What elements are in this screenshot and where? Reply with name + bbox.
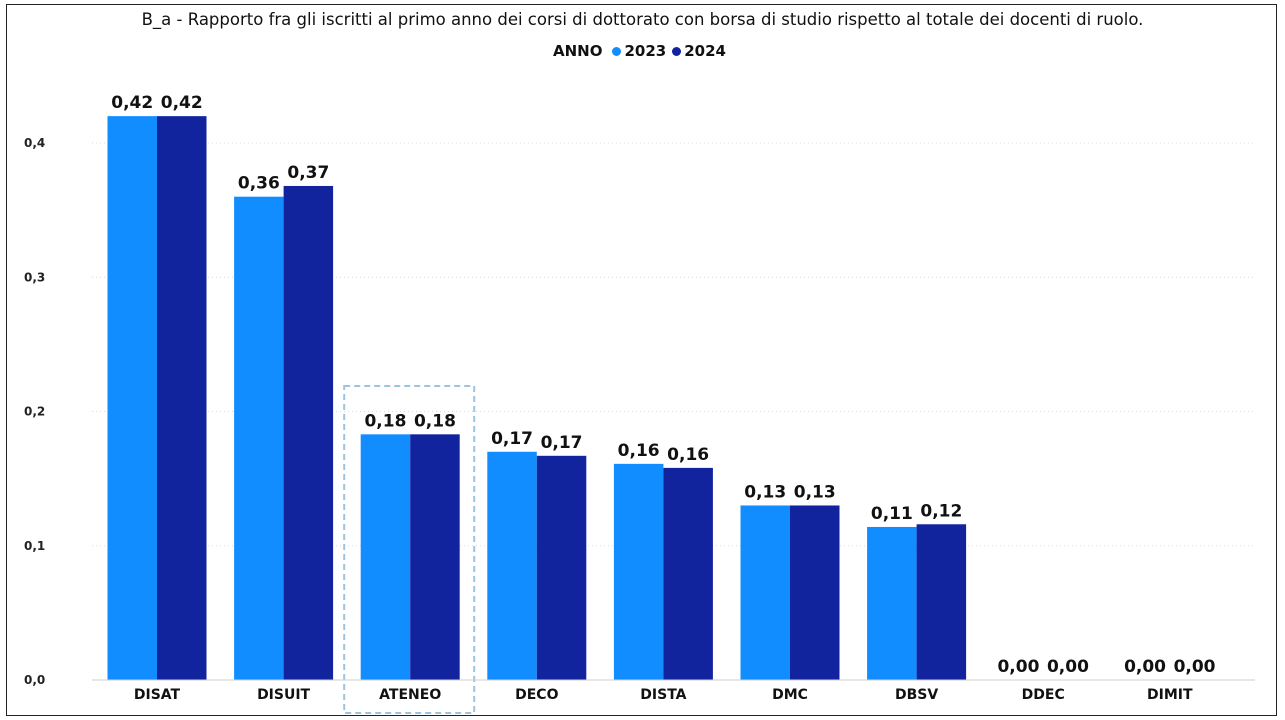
data-label: 0,11 <box>871 504 913 524</box>
data-label: 0,00 <box>997 657 1039 677</box>
data-label: 0,13 <box>744 482 786 502</box>
legend-label-2024: 2024 <box>684 42 726 60</box>
y-tick-label: 0,0 <box>24 673 45 687</box>
bar-2023-dista <box>613 463 664 680</box>
bar-2023-dmc <box>740 505 790 680</box>
data-label: 0,00 <box>1047 657 1089 677</box>
bar-2024-dista <box>663 467 713 680</box>
x-category-label: DMC <box>772 687 808 703</box>
legend-title: ANNO <box>553 42 603 60</box>
x-category-label: DISUIT <box>257 687 310 703</box>
y-tick-label: 0,1 <box>24 539 45 553</box>
x-category-label: DISTA <box>640 687 686 703</box>
bar-2024-disuit <box>283 185 334 680</box>
legend-dot-2024 <box>672 46 682 56</box>
data-label: 0,13 <box>794 482 836 502</box>
data-label: 0,00 <box>1124 657 1166 677</box>
legend: ANNO 2023 2024 <box>0 42 1285 60</box>
x-category-label: DDEC <box>1022 687 1065 703</box>
legend-item-2024[interactable]: 2024 <box>672 42 726 60</box>
bar-2023-disat <box>107 116 157 680</box>
bar-2023-deco <box>487 451 537 680</box>
data-label: 0,00 <box>1174 657 1216 677</box>
y-tick-label: 0,2 <box>24 405 45 419</box>
data-label: 0,18 <box>364 411 406 431</box>
bar-2023-dbsv <box>867 526 917 680</box>
x-category-label: DISAT <box>134 687 181 703</box>
bar-2024-deco <box>536 455 587 680</box>
bar-2023-disuit <box>234 196 284 680</box>
y-tick-label: 0,4 <box>24 136 45 150</box>
data-label: 0,18 <box>414 411 456 431</box>
data-label: 0,16 <box>618 441 660 461</box>
data-label: 0,37 <box>287 163 329 183</box>
x-category-label: DBSV <box>895 687 938 703</box>
legend-item-2023[interactable]: 2023 <box>612 42 666 60</box>
x-category-label: ATENEO <box>379 687 441 703</box>
data-label: 0,42 <box>161 93 203 113</box>
bar-2024-ateneo <box>410 434 460 680</box>
data-label: 0,36 <box>238 174 280 194</box>
legend-label-2023: 2023 <box>624 42 667 60</box>
data-label: 0,42 <box>111 93 153 113</box>
x-category-label: DIMIT <box>1147 687 1193 703</box>
data-label: 0,17 <box>491 429 533 449</box>
data-label: 0,16 <box>667 445 709 465</box>
chart-title: B_a - Rapporto fra gli iscritti al primo… <box>141 10 1144 29</box>
bar-2024-dmc <box>790 505 840 680</box>
x-category-label: DECO <box>515 687 558 703</box>
data-label: 0,12 <box>920 501 962 521</box>
bar-2024-dbsv <box>916 524 967 680</box>
bar-2024-disat <box>157 116 207 680</box>
y-tick-label: 0,3 <box>24 270 45 284</box>
highlight-box <box>343 385 476 714</box>
legend-dot-2023 <box>612 46 622 56</box>
data-label: 0,17 <box>541 433 583 453</box>
bar-2023-ateneo <box>360 434 411 680</box>
